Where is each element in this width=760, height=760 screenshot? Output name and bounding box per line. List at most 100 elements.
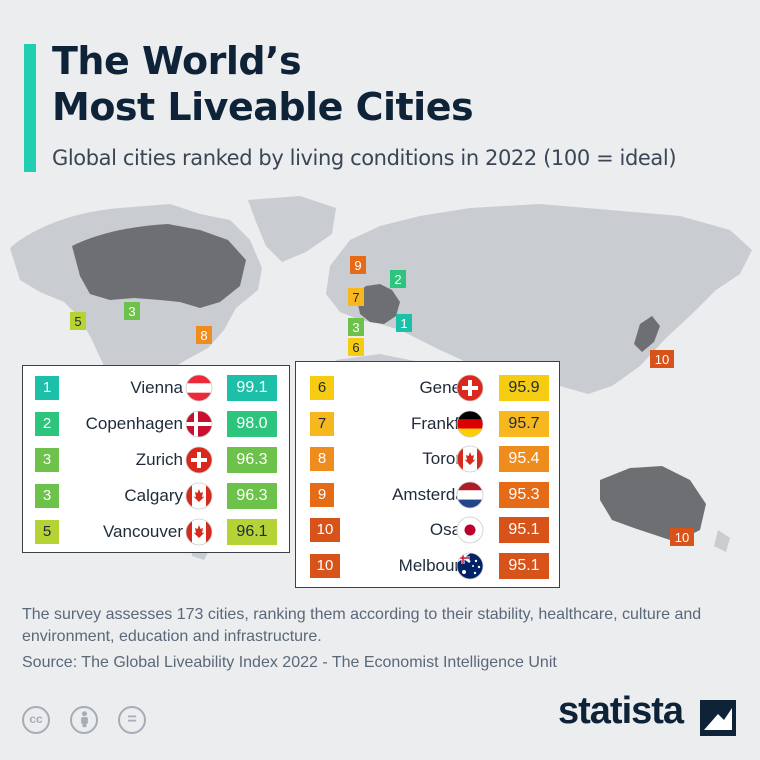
japan-flag-icon — [456, 516, 484, 544]
map-marker: 7 — [348, 288, 364, 306]
ranking-panel-right: 6 Geneva 95.9 7 Frankfurt 95.7 8 Toronto 95.4 9 Am… — [295, 361, 560, 588]
map-marker: 9 — [350, 256, 366, 274]
map-marker-label: 6 — [352, 340, 359, 355]
ranking-row: 7 Frankfurt 95.7 — [296, 410, 559, 438]
denmark-flag-icon — [185, 410, 213, 438]
rank-badge: 10 — [310, 553, 340, 578]
map-marker: 2 — [390, 270, 406, 288]
city-name: Copenhagen — [85, 414, 183, 433]
canada-flag-icon — [185, 482, 213, 510]
netherlands-flag-icon — [456, 481, 484, 508]
map-marker: 3 — [348, 318, 364, 336]
map-marker-label: 3 — [352, 320, 359, 335]
flag — [456, 374, 484, 402]
greenland-landmass — [248, 196, 336, 262]
map-marker-label: 10 — [655, 352, 669, 367]
score-value: 99.1 — [227, 375, 277, 401]
ranking-row: 3 Calgary 96.3 — [23, 482, 289, 510]
flag — [185, 482, 213, 510]
rank-badge: 8 — [310, 447, 334, 471]
source-text: Source: The Global Liveability Index 202… — [22, 654, 557, 671]
map-marker-label: 8 — [200, 328, 207, 343]
ranking-row: 6 Geneva 95.9 — [296, 374, 559, 402]
flag — [185, 410, 213, 438]
map-marker-badge — [124, 302, 140, 320]
map-marker: 1 — [396, 314, 412, 332]
rank-badge: 3 — [35, 484, 59, 508]
map-markers: 9 2 7 3 1 6 5 3 8 10 10 — [70, 256, 694, 546]
title-line-1: The World’s — [52, 39, 302, 83]
title-accent-bar — [24, 44, 36, 172]
map-marker-badge — [70, 312, 86, 330]
rank-badge: 9 — [310, 482, 334, 507]
map-marker: 6 — [348, 338, 364, 356]
map-marker-badge — [348, 318, 364, 336]
canada-flag-icon — [185, 518, 213, 546]
score-value: 95.4 — [499, 446, 549, 472]
map-marker-badge — [670, 528, 694, 546]
attribution-icon[interactable] — [70, 706, 98, 734]
score-value: 95.3 — [499, 481, 549, 508]
score-value: 95.1 — [499, 552, 549, 579]
page-title: The World’s Most Liveable Cities — [52, 38, 474, 130]
map-marker-label: 1 — [400, 316, 407, 331]
map-marker: 8 — [196, 326, 212, 344]
map-marker-badge — [348, 338, 364, 356]
title-line-2: Most Liveable Cities — [52, 85, 474, 129]
statista-logo-mark — [700, 700, 736, 736]
flag — [456, 445, 484, 473]
ranking-row: 3 Zurich 96.3 — [23, 446, 289, 474]
statista-logo[interactable]: statista — [558, 690, 684, 732]
rank-badge: 1 — [35, 376, 59, 400]
score-value: 96.3 — [227, 447, 277, 473]
rank-badge: 6 — [310, 376, 334, 400]
austria-flag-icon — [185, 374, 213, 402]
page-subtitle: Global cities ranked by living condition… — [52, 146, 677, 170]
canada-highlight — [72, 224, 246, 308]
rank-badge: 2 — [35, 412, 59, 436]
city-name: Vancouver — [102, 522, 183, 541]
map-marker-badge — [348, 288, 364, 306]
score-value: 96.3 — [227, 483, 277, 509]
australia-flag-icon — [456, 552, 484, 579]
map-marker: 10 — [650, 350, 674, 368]
flag — [185, 374, 213, 402]
city-name: Calgary — [124, 486, 183, 505]
noderivs-icon[interactable]: = — [118, 706, 146, 734]
map-marker-badge — [196, 326, 212, 344]
flag — [456, 552, 484, 580]
ranking-row: 1 Vienna 99.1 — [23, 374, 289, 402]
score-value: 95.7 — [499, 410, 549, 437]
map-marker-label: 7 — [352, 290, 359, 305]
canada-flag-icon — [456, 445, 484, 473]
map-marker-label: 9 — [354, 258, 361, 273]
ranking-row: 10 Osaka 95.1 — [296, 516, 559, 544]
score-value: 98.0 — [227, 411, 277, 437]
map-marker-label: 2 — [394, 272, 401, 287]
map-marker-badge — [650, 350, 674, 368]
city-name: Vienna — [130, 378, 183, 397]
map-marker-label: 3 — [128, 304, 135, 319]
cc-icon[interactable]: cc — [22, 706, 50, 734]
score-value: 95.1 — [499, 517, 549, 543]
flag — [456, 481, 484, 509]
map-marker: 3 — [124, 302, 140, 320]
japan-highlight — [634, 316, 660, 352]
ranking-panel-left: 1 Vienna 99.1 2 Copenhagen 98.0 3 Zurich 96.3 3 Ca… — [22, 365, 290, 553]
map-marker-label: 5 — [74, 314, 81, 329]
map-marker-badge — [396, 314, 412, 332]
rank-badge: 3 — [35, 448, 59, 472]
city-name: Zurich — [135, 450, 183, 469]
rank-badge: 7 — [310, 411, 334, 436]
score-value: 96.1 — [227, 519, 277, 545]
germany-flag-icon — [456, 410, 484, 437]
score-value: 95.9 — [499, 375, 549, 401]
ranking-row: 9 Amsterdam 95.3 — [296, 481, 559, 509]
person-glyph — [80, 711, 88, 728]
switzerland-flag-icon — [456, 374, 484, 402]
flag — [456, 516, 484, 544]
flag — [456, 410, 484, 438]
map-marker: 5 — [70, 312, 86, 330]
map-marker-badge — [350, 256, 366, 274]
rank-badge: 10 — [310, 518, 340, 542]
